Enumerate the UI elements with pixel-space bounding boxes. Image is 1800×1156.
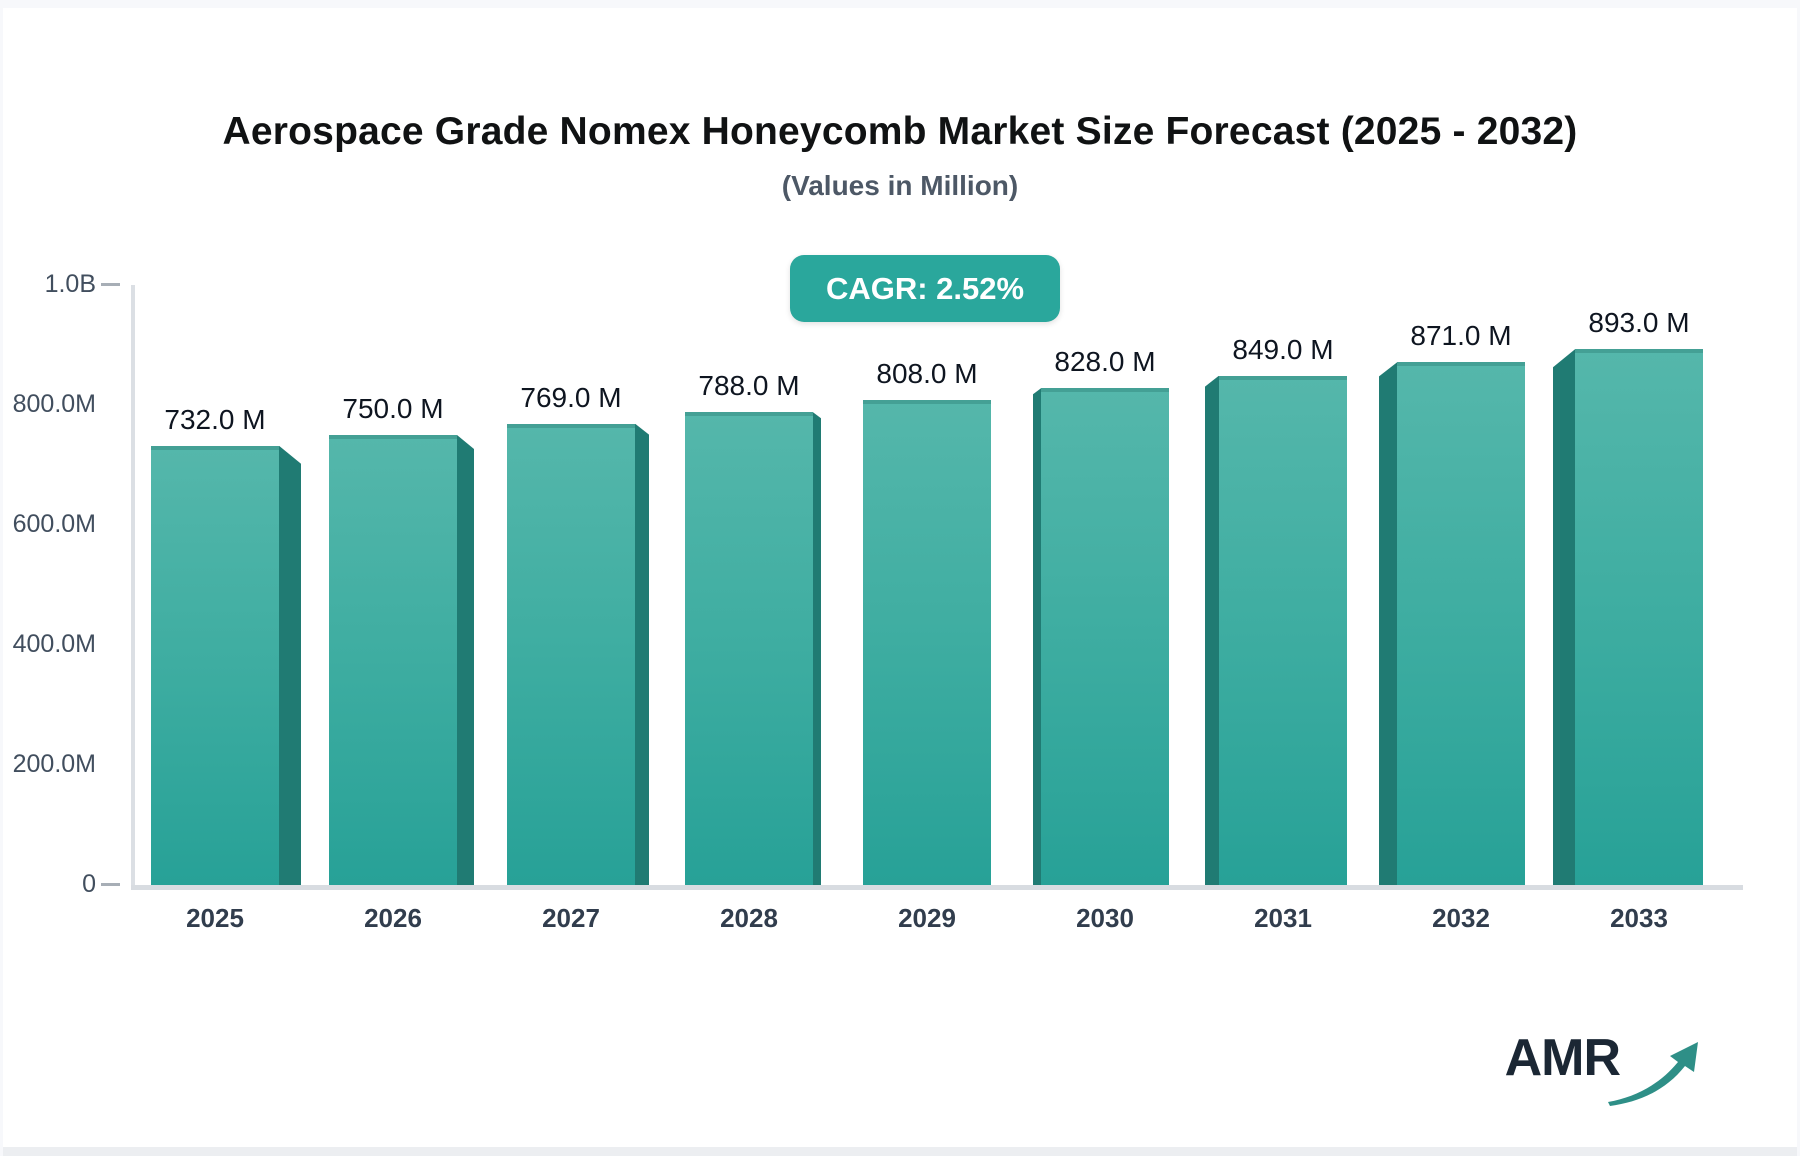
- y-axis-label: 200.0M: [12, 750, 96, 778]
- x-axis-label: 2025: [186, 903, 244, 933]
- bar-2026: [329, 435, 457, 885]
- bar-value-label: 769.0 M: [520, 381, 622, 413]
- bar-2031: [1219, 375, 1347, 885]
- amr-logo: AMR: [1505, 1032, 1698, 1106]
- y-axis-tick: [101, 883, 120, 886]
- bar-value-label: 893.0 M: [1588, 307, 1690, 339]
- bar-2027: [507, 423, 635, 885]
- y-axis-line: [131, 285, 135, 889]
- page-edge-top: [0, 0, 1800, 8]
- bar-value-label: 828.0 M: [1054, 346, 1156, 378]
- page-edge-left: [0, 0, 3, 1156]
- bar-2033: [1575, 349, 1703, 885]
- bar-2025: [151, 445, 279, 885]
- bar-side-2025: [279, 445, 301, 885]
- bar-side-2032: [1379, 362, 1397, 885]
- page-edge-bottom: [0, 1147, 1800, 1156]
- bar-side-2033: [1553, 349, 1575, 885]
- page-edge-right: [1797, 0, 1800, 1156]
- x-axis-label: 2028: [720, 903, 778, 933]
- bar-value-label: 849.0 M: [1232, 333, 1334, 365]
- bar-side-2031: [1205, 375, 1219, 885]
- bar-value-label: 871.0 M: [1410, 320, 1512, 352]
- x-axis-line: [131, 885, 1743, 890]
- bar-value-label: 750.0 M: [342, 393, 444, 424]
- bar-value-label: 732.0 M: [164, 403, 266, 435]
- bar-2029: [863, 400, 991, 885]
- y-axis-tick: [101, 283, 120, 286]
- x-axis-label: 2031: [1254, 903, 1312, 933]
- bar-value-label: 808.0 M: [876, 358, 978, 390]
- x-axis-label: 2033: [1610, 903, 1668, 933]
- bar-side-2028: [813, 412, 821, 885]
- y-axis-label: 400.0M: [12, 630, 96, 658]
- cagr-badge: CAGR: 2.52%: [790, 255, 1060, 322]
- bar-side-2027: [635, 423, 649, 885]
- chart-subtitle: (Values in Million): [781, 170, 1019, 201]
- growth-arrow-icon: [1608, 1042, 1698, 1106]
- x-axis-label: 2026: [364, 903, 422, 933]
- bar-2032: [1397, 362, 1525, 885]
- y-axis-label: 600.0M: [12, 510, 96, 538]
- bar-2028: [685, 412, 813, 885]
- amr-logo-text: AMR: [1504, 1029, 1621, 1087]
- y-axis-label: 800.0M: [12, 390, 96, 418]
- y-axis-label: 1.0B: [44, 270, 96, 298]
- bar-2030: [1041, 388, 1169, 885]
- y-axis-label: 0: [82, 870, 96, 898]
- bar-value-label: 788.0 M: [698, 370, 800, 402]
- bar-side-2030: [1033, 388, 1041, 885]
- chart-title: Aerospace Grade Nomex Honeycomb Market S…: [222, 110, 1578, 153]
- x-axis-label: 2029: [898, 903, 956, 933]
- x-axis-label: 2030: [1076, 903, 1134, 933]
- x-axis-label: 2032: [1432, 903, 1490, 933]
- bar-side-2026: [457, 435, 474, 885]
- x-axis-label: 2027: [542, 903, 600, 933]
